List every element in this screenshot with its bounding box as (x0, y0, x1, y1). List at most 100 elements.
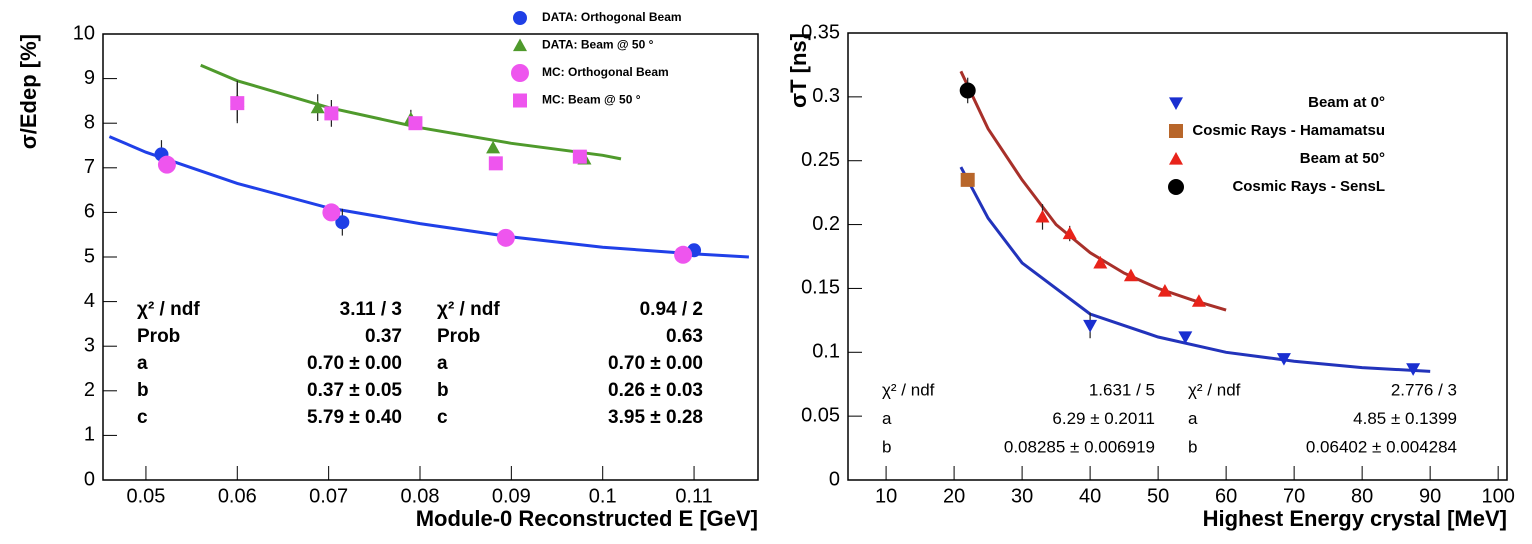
point (1093, 255, 1108, 269)
x-tick-label: 30 (1011, 485, 1033, 507)
point (1035, 209, 1050, 223)
x-tick-label: 10 (875, 485, 897, 507)
point (572, 149, 587, 164)
point (1062, 226, 1077, 240)
stat-value: 0.37 ± 0.05 (307, 380, 402, 401)
y-tick-label: 0.15 (801, 277, 840, 299)
legend-label: Cosmic Rays - Hamamatsu (1192, 122, 1385, 139)
x-tick-label: 0.06 (218, 485, 257, 507)
x-tick-label: 80 (1351, 485, 1373, 507)
y-tick-label: 0.35 (801, 21, 840, 43)
x-tick-label: 0.08 (401, 485, 440, 507)
legend-marker (511, 64, 529, 82)
point (1178, 331, 1193, 344)
legend-marker (1169, 152, 1183, 165)
stat-value: 0.70 ± 0.00 (608, 353, 703, 374)
y-tick-label: 2 (84, 379, 95, 401)
point (959, 82, 976, 99)
x-tick-label: 0.1 (589, 485, 617, 507)
x-tick-label: 60 (1215, 485, 1237, 507)
x-tick-label: 0.05 (126, 485, 165, 507)
point (488, 156, 503, 171)
stat-value: 0.06402 ± 0.004284 (1306, 437, 1457, 456)
stat-value: 4.85 ± 0.1399 (1353, 409, 1457, 428)
point (1157, 283, 1172, 297)
stat-label: c (437, 407, 448, 428)
y-tick-label: 5 (84, 245, 95, 267)
legend-marker (1169, 124, 1183, 138)
x-tick-label: 90 (1419, 485, 1441, 507)
stat-label: b (1188, 437, 1197, 456)
legend-marker (1169, 97, 1183, 110)
y-tick-label: 3 (84, 334, 95, 356)
legend-marker (513, 38, 527, 52)
legend-marker (513, 11, 527, 25)
point (408, 116, 423, 131)
legend-marker (1168, 179, 1184, 195)
stat-value: 0.70 ± 0.00 (307, 353, 402, 374)
stat-label: b (882, 437, 891, 456)
x-axis-label: Highest Energy crystal [MeV] (1203, 506, 1507, 531)
stat-value: 0.63 (666, 326, 703, 347)
y-axis-label: σ/Edep [%] (16, 34, 41, 149)
legend-label: DATA: Beam @ 50 ° (542, 38, 654, 52)
x-tick-label: 0.09 (492, 485, 531, 507)
stat-label: b (437, 380, 449, 401)
fit-curve (108, 135, 749, 259)
x-tick-label: 0.07 (309, 485, 348, 507)
stat-label: a (437, 353, 448, 374)
point (324, 106, 339, 121)
stat-label: χ² / ndf (882, 380, 935, 399)
plot-frame (847, 32, 1508, 481)
y-tick-label: 1 (84, 424, 95, 446)
stat-value: 0.94 / 2 (640, 299, 703, 320)
x-tick-label: 20 (943, 485, 965, 507)
stat-value: 3.11 / 3 (340, 299, 402, 320)
y-tick-label: 10 (73, 22, 95, 44)
legend-marker (513, 93, 527, 108)
x-tick-label: 0.11 (675, 485, 712, 507)
stat-label: c (137, 407, 148, 428)
legend-label: MC: Orthogonal Beam (542, 65, 669, 79)
y-tick-label: 0 (829, 468, 840, 490)
stat-value: 3.95 ± 0.28 (608, 407, 703, 428)
point (496, 228, 515, 247)
y-tick-label: 0.3 (812, 85, 840, 107)
legend-label: Beam at 0° (1308, 94, 1385, 111)
point (157, 155, 176, 174)
x-axis-label: Module-0 Reconstructed E [GeV] (416, 506, 758, 531)
stat-value: 1.631 / 5 (1089, 380, 1155, 399)
point (230, 96, 245, 111)
point (1406, 363, 1421, 376)
fit-curve (959, 166, 1431, 373)
point (335, 215, 350, 230)
y-tick-label: 6 (84, 201, 95, 223)
point (486, 140, 501, 154)
x-tick-label: 70 (1283, 485, 1305, 507)
y-tick-label: 4 (84, 290, 95, 312)
y-tick-label: 0.05 (801, 404, 840, 426)
y-tick-label: 9 (84, 67, 95, 89)
point (1083, 319, 1098, 333)
y-tick-label: 8 (84, 111, 95, 133)
point (1276, 353, 1291, 366)
point (960, 172, 975, 187)
x-tick-label: 100 (1481, 485, 1514, 507)
point (1123, 268, 1138, 282)
y-tick-label: 0.1 (812, 341, 840, 363)
point (310, 100, 325, 114)
stat-label: a (1188, 409, 1198, 428)
legend-label: DATA: Orthogonal Beam (542, 10, 682, 24)
stat-label: b (137, 380, 149, 401)
legend-label: Cosmic Rays - SensL (1232, 178, 1385, 195)
point (1191, 294, 1206, 307)
stat-value: 2.776 / 3 (1391, 380, 1457, 399)
point (674, 245, 693, 264)
stat-label: Prob (137, 326, 180, 347)
point (322, 203, 341, 222)
y-tick-label: 0 (84, 468, 95, 490)
stat-label: Prob (437, 326, 480, 347)
legend-label: MC: Beam @ 50 ° (542, 93, 641, 107)
stat-label: χ² / ndf (137, 299, 200, 320)
